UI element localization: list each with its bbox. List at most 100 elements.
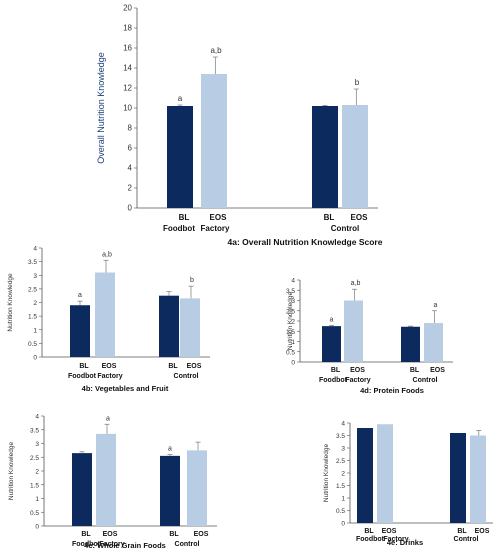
- chart-4d-bar: [344, 300, 363, 362]
- chart-4b-group-label: Control: [174, 373, 199, 380]
- chart-4c-category-label: BL: [81, 531, 91, 538]
- chart-4a-tick-label: 16: [123, 44, 132, 53]
- chart-4b-ylabel: Nutrition Knowledge: [7, 273, 14, 332]
- chart-4e-tick-label: 3: [341, 446, 345, 453]
- chart-4e-bar: [470, 435, 486, 523]
- chart-4b-tick-label: 2.5: [28, 286, 37, 293]
- chart-4a-ylabel: Overall Nutrition Knowledge: [96, 52, 106, 164]
- chart-4d-title: 4d: Protein Foods: [360, 386, 424, 395]
- chart-4e-bar: [377, 424, 393, 523]
- chart-4c-bar: [160, 455, 180, 526]
- chart-4a-group-label: Control: [331, 224, 359, 233]
- chart-4a-sig-label: a: [178, 94, 183, 103]
- chart-4e-tick-label: 0.5: [336, 508, 345, 515]
- chart-4a-bar: [167, 106, 193, 208]
- chart-4c-bar: [96, 433, 116, 526]
- chart-4a-tick-label: 12: [123, 84, 132, 93]
- chart-4b-tick-label: 0.5: [28, 341, 37, 348]
- chart-4d-category-label: BL: [410, 367, 420, 374]
- chart-4b-tick-label: 1: [33, 327, 37, 334]
- chart-4d-tick-label: 0.5: [286, 349, 295, 356]
- chart-4c-group-label: Foodbot: [72, 541, 101, 548]
- chart-4d-group-label: Factory: [345, 377, 370, 384]
- chart-4e-category-label: EOS: [475, 528, 490, 535]
- chart-4c-category-label: BL: [169, 531, 179, 538]
- chart-4d-tick-label: 3.5: [286, 288, 295, 295]
- chart-4c-category-label: EOS: [103, 531, 118, 538]
- chart-4c-tick-label: 4: [35, 414, 39, 421]
- chart-4a-tick-label: 8: [128, 124, 133, 133]
- chart-4d-sig-label: a,b: [351, 280, 361, 287]
- chart-4a-tick-label: 6: [128, 144, 133, 153]
- chart-4e-group-label: Control: [454, 536, 479, 543]
- chart-4b-bar: [159, 295, 179, 357]
- chart-4b-tick-label: 3: [33, 273, 37, 280]
- chart-4c-tick-label: 0.5: [30, 510, 39, 517]
- chart-4c-sig-label: a: [106, 415, 110, 422]
- chart-4d-bar: [401, 326, 420, 362]
- chart-4a-tick-label: 2: [128, 184, 133, 193]
- chart-4b-tick-label: 3.5: [28, 259, 37, 266]
- chart-4b-bar: [95, 272, 115, 357]
- chart-4a-tick-label: 20: [123, 4, 132, 13]
- chart-4b-sig-label: a: [78, 292, 82, 299]
- chart-4e-tick-label: 0: [341, 521, 345, 528]
- chart-4d-category-label: EOS: [430, 367, 445, 374]
- chart-4a-category-label: EOS: [210, 213, 228, 222]
- chart-4a-sig-label: a,b: [210, 46, 222, 55]
- chart-4d-tick-label: 3: [291, 298, 295, 305]
- chart-4c-tick-label: 1: [35, 496, 39, 503]
- chart-4e-title: 4e: Drinks: [387, 538, 423, 547]
- chart-4d-tick-label: 2: [291, 319, 295, 326]
- chart-4e-bar: [450, 433, 466, 523]
- chart-4d-tick-label: 2.5: [286, 308, 295, 315]
- chart-4a-tick-label: 18: [123, 24, 132, 33]
- chart-4e-tick-label: 1: [341, 496, 345, 503]
- chart-4b-group-label: Foodbot: [68, 373, 97, 380]
- chart-4c-tick-label: 3: [35, 441, 39, 448]
- chart-4b-category-label: BL: [79, 363, 89, 370]
- chart-4d-ylabel: Nutrition Knowledge: [287, 292, 294, 351]
- chart-4e-category-label: BL: [457, 528, 467, 535]
- chart-4b-tick-label: 0: [33, 355, 37, 362]
- chart-4d-tick-label: 1.5: [286, 329, 295, 336]
- chart-4d-category-label: EOS: [350, 367, 365, 374]
- chart-4b-tick-label: 1.5: [28, 314, 37, 321]
- chart-4d-bar: [322, 326, 341, 362]
- chart-4a-tick-label: 4: [128, 164, 133, 173]
- chart-4d-sig-label: a: [330, 317, 334, 324]
- chart-4c-bar: [72, 453, 92, 526]
- chart-4e-tick-label: 4: [341, 421, 345, 428]
- chart-4e-category-label: EOS: [382, 528, 397, 535]
- chart-4a-category-label: BL: [324, 213, 335, 222]
- chart-4a-bar: [312, 106, 338, 208]
- chart-4a-tick-label: 10: [123, 104, 132, 113]
- chart-4e-tick-label: 2: [341, 471, 345, 478]
- chart-4e-group-label: Factory: [383, 536, 408, 543]
- chart-4b-sig-label: b: [190, 277, 194, 284]
- chart-4a-sig-label: b: [355, 78, 360, 87]
- chart-4d-tick-label: 0: [291, 360, 295, 367]
- chart-4c-group-label: Control: [175, 541, 200, 548]
- chart-4e-tick-label: 2.5: [336, 458, 345, 465]
- chart-4b-tick-label: 4: [33, 246, 37, 253]
- chart-4d-group-label: Foodbot: [319, 377, 348, 384]
- chart-4b-group-label: Factory: [97, 373, 122, 380]
- chart-4a-group-label: Factory: [201, 224, 230, 233]
- chart-4d-sig-label: a: [434, 302, 438, 309]
- chart-4c-sig-label: a: [168, 446, 172, 453]
- chart-4b-bar: [70, 305, 90, 357]
- chart-4b-bar: [180, 298, 200, 357]
- chart-4c-tick-label: 1.5: [30, 482, 39, 489]
- chart-4a-category-label: BL: [179, 213, 190, 222]
- chart-4c-tick-label: 3.5: [30, 427, 39, 434]
- chart-4a-bar: [342, 105, 368, 208]
- chart-4a-bar: [201, 74, 227, 208]
- chart-4e-tick-label: 1.5: [336, 483, 345, 490]
- chart-4b-category-label: BL: [168, 363, 178, 370]
- chart-4c-category-label: EOS: [194, 531, 209, 538]
- chart-4a-title: 4a: Overall Nutrition Knowledge Score: [228, 237, 383, 247]
- chart-4a-category-label: EOS: [351, 213, 369, 222]
- chart-4c-bar: [187, 450, 207, 526]
- chart-4c-tick-label: 0: [35, 524, 39, 531]
